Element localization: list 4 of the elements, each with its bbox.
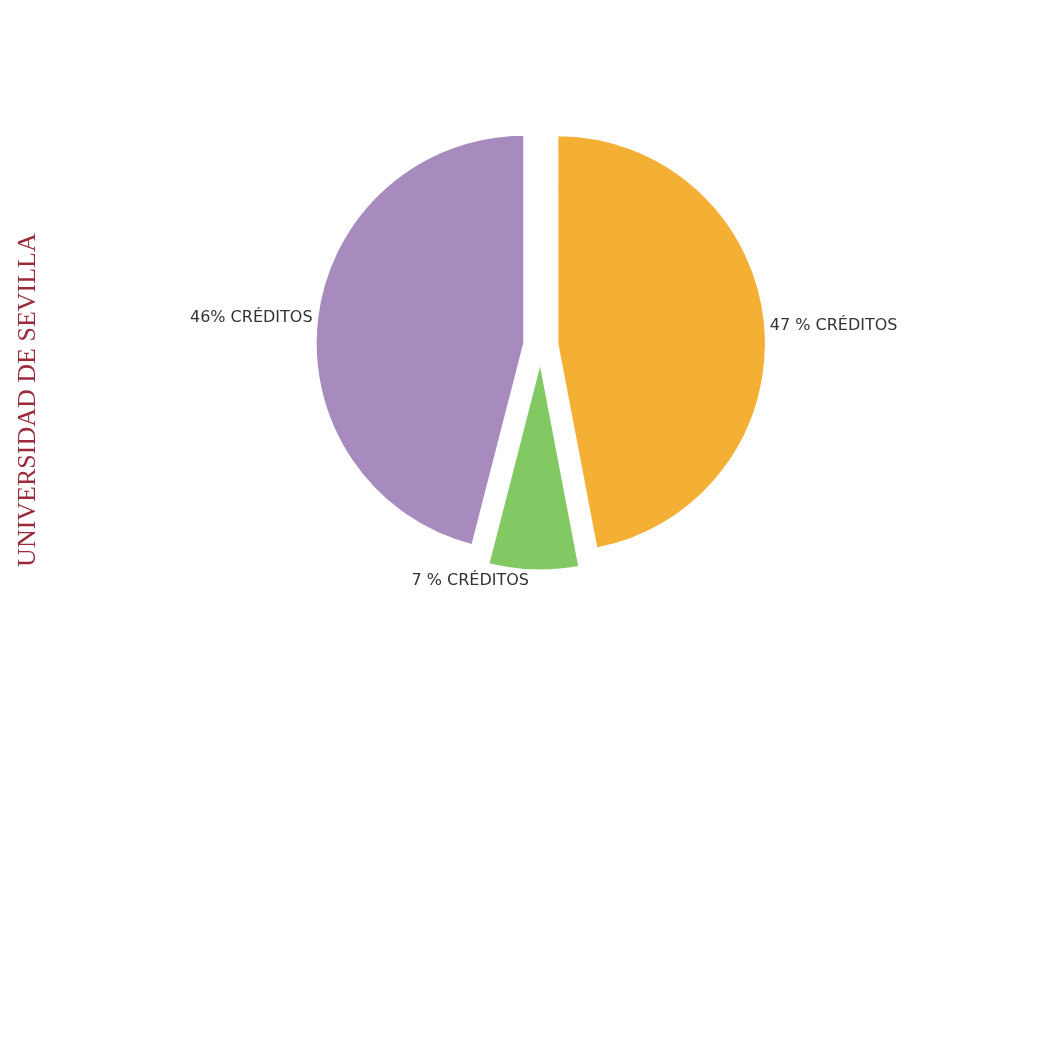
slice-label: 46% CRÉDITOS [189,307,313,327]
text: UNIVERSIDAD DE SEVILLA [12,233,42,567]
slice-label: 47 % CRÉDITOS [769,314,898,334]
slice-label: 7 % CRÉDITOS [411,570,529,590]
